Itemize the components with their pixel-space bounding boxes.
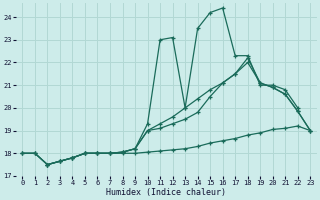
X-axis label: Humidex (Indice chaleur): Humidex (Indice chaleur) — [106, 188, 226, 197]
